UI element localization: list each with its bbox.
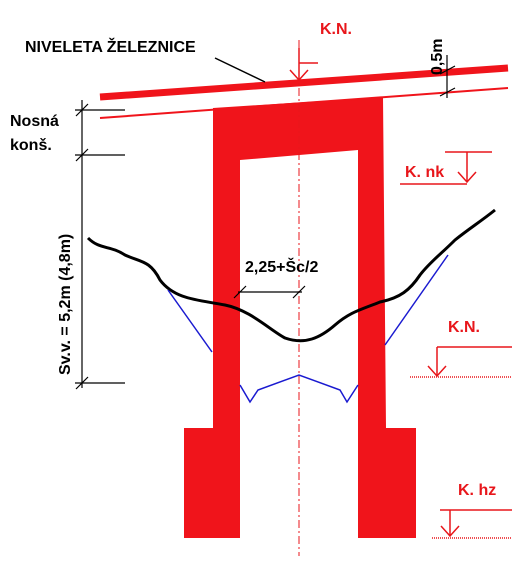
track-line	[99, 64, 509, 101]
level-marker	[400, 151, 492, 185]
label: konš.	[10, 137, 52, 154]
label: K. hz	[458, 482, 496, 499]
ground-line	[86, 208, 496, 343]
label: NIVELETA ŽELEZNICE	[25, 37, 196, 56]
excavation	[167, 254, 449, 404]
leader	[214, 57, 266, 83]
label: K.N.	[320, 21, 352, 38]
dimension	[233, 285, 306, 299]
label: 0,5m	[429, 39, 446, 75]
dimension	[439, 55, 456, 98]
level-marker	[432, 509, 512, 539]
label: Sv.v. = 5,2m (4,8m)	[57, 234, 74, 375]
structure-line	[99, 87, 509, 119]
label: K.N.	[448, 319, 480, 336]
label: K. nk	[405, 164, 444, 181]
level-marker	[289, 48, 318, 82]
dimension	[75, 100, 125, 390]
level-marker	[410, 346, 512, 378]
frame	[184, 97, 416, 538]
label: 2,25+Šc/2	[245, 257, 319, 276]
label: Nosná	[10, 113, 59, 130]
